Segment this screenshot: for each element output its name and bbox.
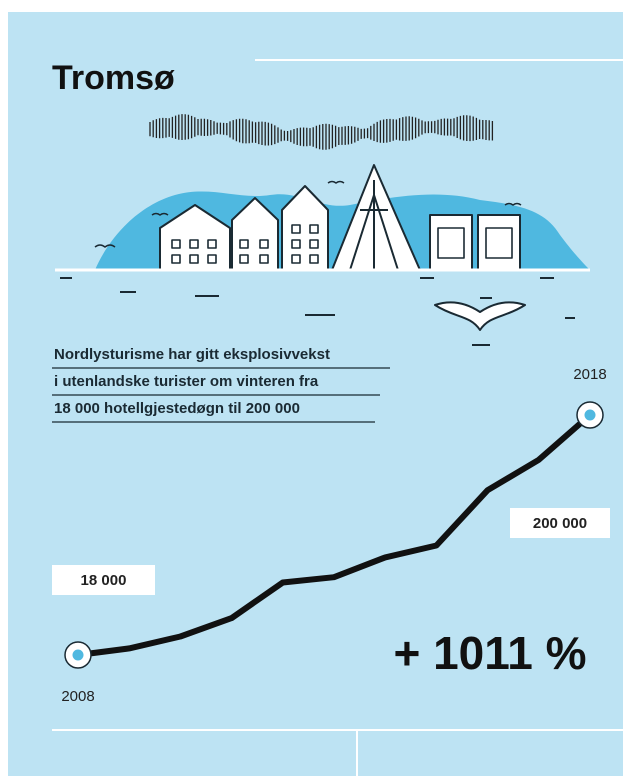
town-illustration: [55, 164, 590, 346]
year-label: 2018: [573, 366, 606, 383]
value-label-box: [510, 508, 610, 538]
subtitle-line: 18 000 hotellgjestedøgn til 200 000: [54, 400, 300, 417]
value-label: 18 000: [81, 572, 127, 589]
endpoint-dot: [584, 409, 596, 421]
endpoint-dot: [72, 649, 84, 661]
aurora-strokes: [149, 114, 494, 150]
line: [77, 412, 592, 658]
aurora-illustration: [149, 114, 494, 150]
subtitle-line: i utenlandske turister om vinteren fra: [54, 373, 319, 390]
subtitle-line: Nordlysturisme har gitt eksplosivvekst: [54, 346, 330, 363]
value-label: 200 000: [533, 515, 587, 532]
value-label-box: [52, 565, 155, 595]
year-label: 2008: [61, 688, 94, 705]
annotation: + 1011 %: [393, 627, 586, 679]
subtitle: Nordlysturisme har gitt eksplosivvekst i…: [52, 346, 390, 423]
title: Tromsø: [52, 59, 175, 97]
